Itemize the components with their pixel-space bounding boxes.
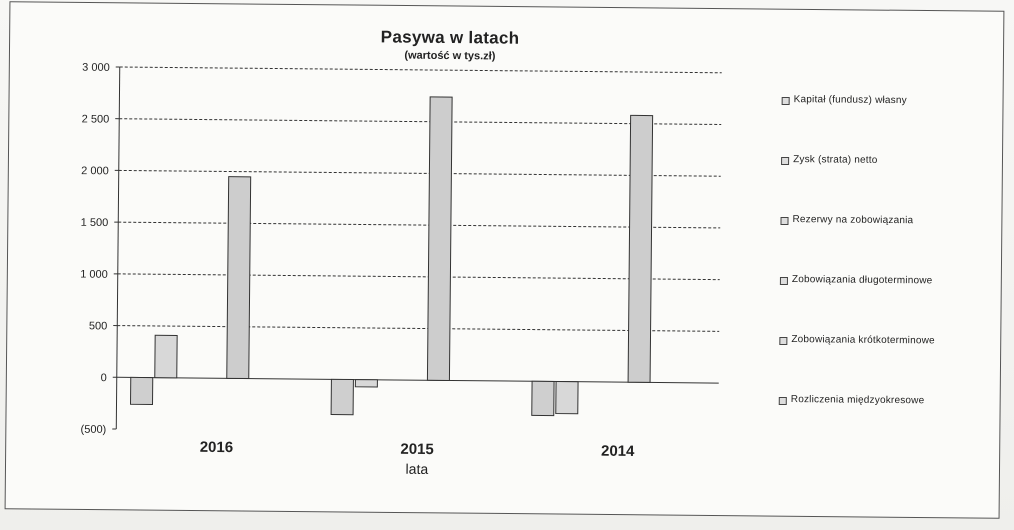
y-tick-label: 2 500 [82,113,110,125]
bar [227,177,251,379]
bar [331,379,353,414]
legend-label: Zobowiązania krótkoterminowe [791,334,935,346]
legend-swatch [781,157,789,165]
legend-item: Rozliczenia międzyokresowe [778,394,999,456]
x-axis-label: lata [406,461,429,477]
legend-label: Zysk (strata) netto [793,154,877,166]
x-axis [116,429,718,435]
bar [355,380,377,387]
y-tick-label: 1 000 [80,269,108,281]
legend-item: Rezerwy na zobowiązania [780,214,1001,276]
legend-swatch [780,277,788,285]
bar [556,382,578,414]
y-tick-label: 3 000 [82,62,110,74]
legend-item: Zysk (strata) netto [781,154,1002,216]
legend-item: Kapitał (fundusz) własny [781,94,1002,156]
y-tick-label: 2 000 [81,165,109,177]
y-tick-label: 500 [89,320,107,332]
x-tick-label: 2015 [400,441,434,458]
x-tick-label: 2016 [200,439,234,456]
legend-item: Zobowiązania długoterminowe [779,274,1000,336]
y-tick-label: 1 500 [81,217,109,229]
gridline [120,67,722,73]
legend-swatch [780,217,788,225]
legend-swatch [779,397,787,405]
legend-label: Kapitał (fundusz) własny [794,94,907,106]
bar [532,381,554,415]
legend-label: Rozliczenia międzyokresowe [791,394,925,406]
chart-legend: Kapitał (fundusz) własny Zysk (strata) n… [778,94,1001,456]
x-tick-label: 2014 [601,443,635,460]
bar [155,335,177,378]
bar [628,115,653,382]
legend-swatch [782,97,790,105]
bar [131,377,153,404]
y-axis [116,67,119,429]
legend-swatch [779,337,787,345]
legend-label: Rezerwy na zobowiązania [792,214,913,226]
y-tick-label: 0 [101,372,107,384]
legend-label: Zobowiązania długoterminowe [792,274,933,286]
bar [427,97,452,381]
y-tick-label: (500) [81,424,107,436]
legend-item: Zobowiązania krótkoterminowe [779,334,1000,396]
